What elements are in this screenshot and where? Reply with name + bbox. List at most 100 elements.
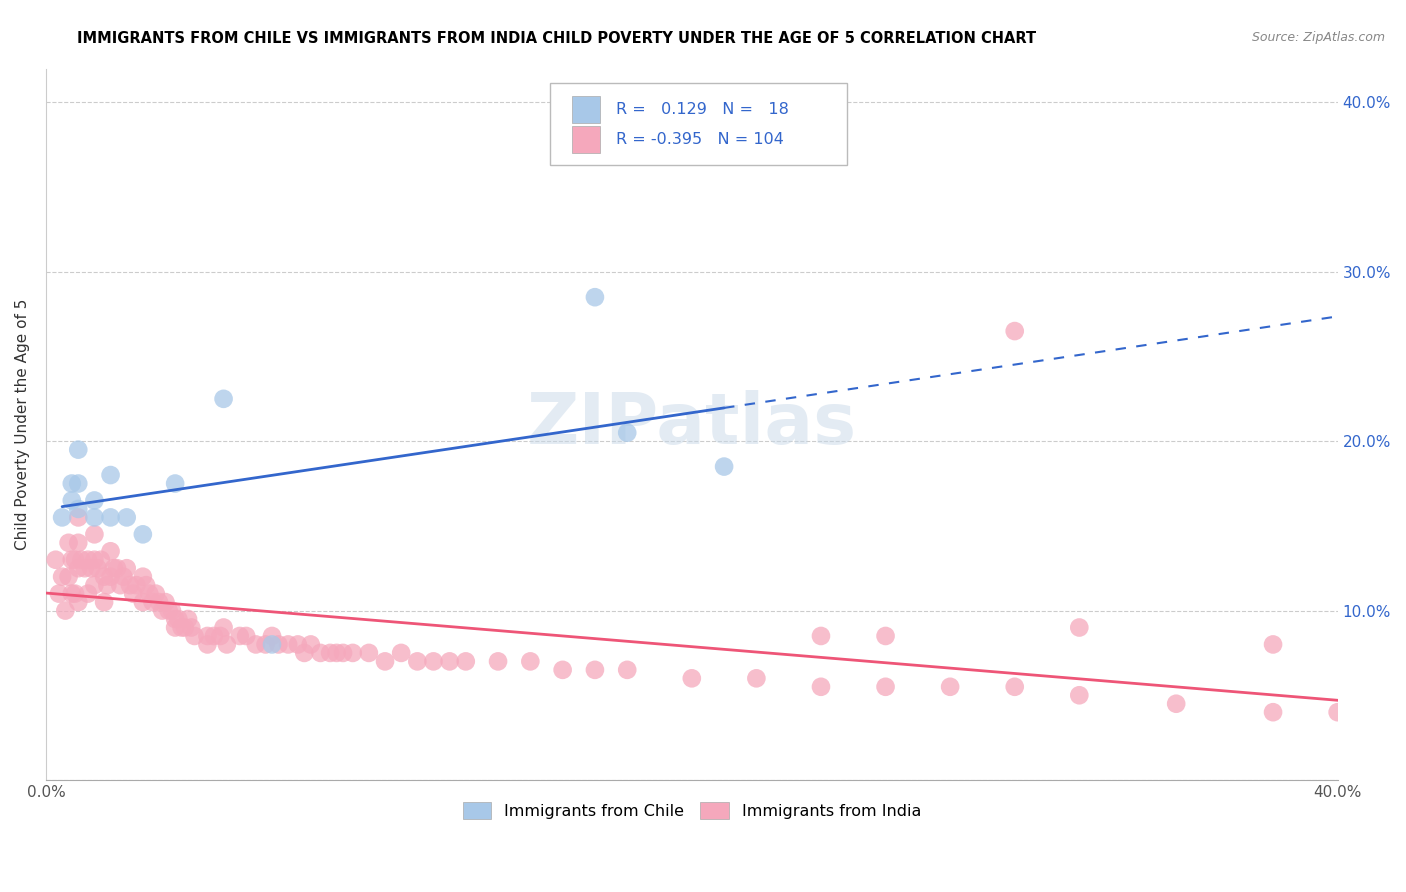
Point xyxy=(110,578,132,592)
FancyBboxPatch shape xyxy=(550,83,846,164)
Point xyxy=(138,586,160,600)
Point xyxy=(228,629,250,643)
Point xyxy=(486,654,509,668)
Point xyxy=(406,654,429,668)
Point xyxy=(177,612,200,626)
Point xyxy=(209,629,232,643)
Point xyxy=(51,570,73,584)
Point xyxy=(67,442,90,457)
Point xyxy=(67,561,90,575)
Point xyxy=(100,544,122,558)
Y-axis label: Child Poverty Under the Age of 5: Child Poverty Under the Age of 5 xyxy=(15,299,30,550)
Point xyxy=(287,637,309,651)
Point xyxy=(67,510,90,524)
Point xyxy=(93,595,115,609)
Point xyxy=(681,671,703,685)
Point xyxy=(215,637,238,651)
Point xyxy=(60,586,83,600)
Point xyxy=(122,586,145,600)
Point xyxy=(875,680,897,694)
Point xyxy=(67,595,90,609)
Point xyxy=(1261,637,1284,651)
Point xyxy=(389,646,412,660)
Point xyxy=(1261,705,1284,719)
Point xyxy=(58,570,80,584)
Point xyxy=(1004,324,1026,338)
Point xyxy=(309,646,332,660)
Point xyxy=(100,570,122,584)
Point xyxy=(292,646,315,660)
Point xyxy=(170,620,193,634)
Point xyxy=(1326,705,1348,719)
Point xyxy=(53,603,76,617)
Point xyxy=(810,629,832,643)
Point xyxy=(93,570,115,584)
Point xyxy=(1069,620,1091,634)
Point xyxy=(77,553,100,567)
Point xyxy=(160,603,183,617)
Point xyxy=(80,561,103,575)
Bar xyxy=(572,95,600,122)
Point xyxy=(150,603,173,617)
Point xyxy=(63,586,86,600)
Point xyxy=(332,646,354,660)
Point xyxy=(86,561,108,575)
Point xyxy=(165,476,187,491)
Point xyxy=(132,527,155,541)
Point xyxy=(51,510,73,524)
Point xyxy=(357,646,380,660)
Point xyxy=(180,620,202,634)
Point xyxy=(439,654,461,668)
Point xyxy=(260,637,283,651)
Point xyxy=(100,510,122,524)
Point xyxy=(112,570,135,584)
Point xyxy=(115,561,138,575)
Point xyxy=(254,637,277,651)
Point xyxy=(115,510,138,524)
Point xyxy=(165,612,187,626)
Point xyxy=(583,290,606,304)
Point xyxy=(155,595,177,609)
Text: IMMIGRANTS FROM CHILE VS IMMIGRANTS FROM INDIA CHILD POVERTY UNDER THE AGE OF 5 : IMMIGRANTS FROM CHILE VS IMMIGRANTS FROM… xyxy=(77,31,1036,46)
Point xyxy=(83,578,105,592)
Point xyxy=(96,578,118,592)
Point xyxy=(454,654,477,668)
Point xyxy=(939,680,962,694)
Point xyxy=(67,536,90,550)
Point xyxy=(713,459,735,474)
Point xyxy=(70,553,93,567)
Point xyxy=(118,578,141,592)
Point xyxy=(100,468,122,483)
Legend: Immigrants from Chile, Immigrants from India: Immigrants from Chile, Immigrants from I… xyxy=(456,796,928,825)
Point xyxy=(299,637,322,651)
Point xyxy=(63,553,86,567)
Point xyxy=(132,595,155,609)
Point xyxy=(277,637,299,651)
Point xyxy=(616,663,638,677)
Text: ZIPatlas: ZIPatlas xyxy=(527,390,856,458)
Point xyxy=(167,612,190,626)
Point xyxy=(141,595,163,609)
Point xyxy=(103,561,125,575)
Point xyxy=(60,493,83,508)
Point xyxy=(58,536,80,550)
Point xyxy=(245,637,267,651)
Point xyxy=(1004,680,1026,694)
Point xyxy=(60,476,83,491)
Point xyxy=(45,553,67,567)
Point xyxy=(422,654,444,668)
Point xyxy=(60,553,83,567)
Point xyxy=(83,527,105,541)
Point xyxy=(1166,697,1188,711)
Point xyxy=(212,620,235,634)
Point xyxy=(148,595,170,609)
Point xyxy=(374,654,396,668)
Point xyxy=(202,629,225,643)
Point xyxy=(67,476,90,491)
Text: R =   0.129   N =   18: R = 0.129 N = 18 xyxy=(616,102,789,117)
Point xyxy=(519,654,541,668)
Point xyxy=(125,578,148,592)
Point xyxy=(745,671,768,685)
Point xyxy=(173,620,195,634)
Point xyxy=(83,553,105,567)
